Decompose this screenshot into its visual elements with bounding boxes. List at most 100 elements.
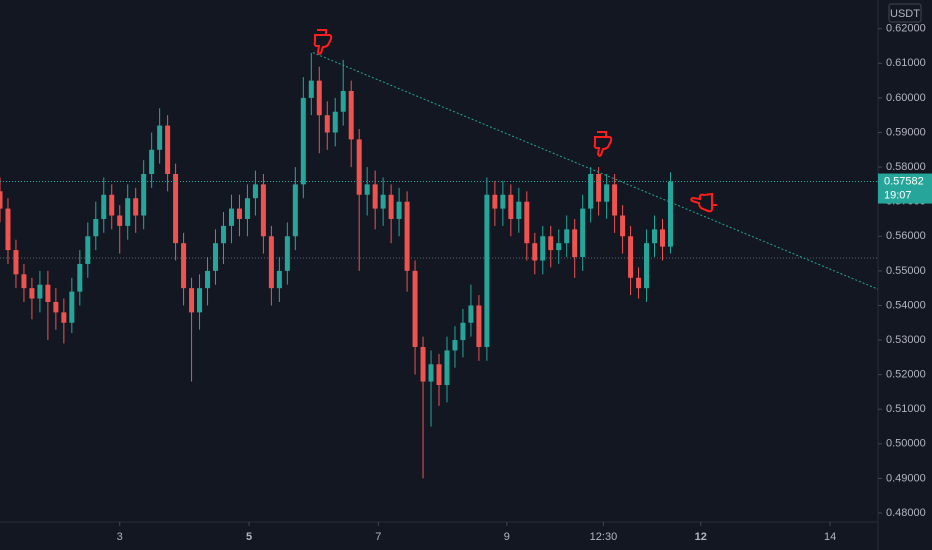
candle-body	[388, 194, 394, 219]
candle-body	[420, 346, 426, 382]
candle-body	[268, 236, 274, 289]
y-tick-label: 0.59000	[886, 126, 926, 138]
currency-label: USDT	[890, 8, 920, 20]
x-tick-label: 5	[246, 531, 252, 543]
candle-body	[117, 215, 123, 226]
candle-body	[548, 236, 554, 251]
candle-body	[205, 270, 211, 289]
candle-body	[5, 208, 11, 251]
x-tick-label: 12:30	[590, 531, 618, 543]
candle-body	[628, 236, 634, 278]
y-tick-label: 0.56000	[886, 230, 926, 242]
candle-body	[93, 218, 99, 237]
candle-body	[540, 236, 546, 261]
candle-body	[85, 236, 91, 264]
candle-body	[612, 184, 618, 216]
countdown-label: 19:07	[884, 189, 912, 201]
candle-body	[157, 125, 163, 150]
candle-body	[332, 111, 338, 133]
candle-body	[173, 174, 179, 244]
candle-body	[77, 263, 83, 292]
candle-body	[396, 201, 402, 219]
candle-body	[364, 184, 370, 195]
candle-body	[37, 284, 43, 299]
candle-body	[636, 277, 642, 289]
candle-body	[69, 291, 75, 323]
candle-body	[348, 90, 354, 140]
candle-body	[284, 236, 290, 271]
x-tick-label: 14	[824, 531, 836, 543]
candle-body	[308, 80, 314, 98]
candle-body	[252, 184, 258, 199]
candle-body	[101, 194, 107, 219]
candle-body	[21, 274, 27, 289]
x-tick-label: 9	[504, 531, 510, 543]
candle-body	[667, 181, 673, 247]
candle-body	[380, 194, 386, 209]
candle-body	[260, 184, 266, 237]
candle-body	[452, 340, 458, 351]
candle-body	[125, 198, 131, 226]
candle-body	[556, 243, 562, 251]
candle-body	[460, 322, 466, 341]
x-tick-label: 7	[375, 531, 381, 543]
y-tick-label: 0.49000	[886, 472, 926, 484]
candle-body	[276, 270, 282, 289]
y-tick-label: 0.62000	[886, 23, 926, 35]
candle-body	[412, 270, 418, 347]
candle-body	[596, 174, 602, 202]
candle-body	[580, 208, 586, 258]
candle-body	[53, 301, 59, 313]
candle-body	[524, 201, 530, 244]
last-price-box	[878, 173, 932, 204]
candle-body	[133, 198, 139, 216]
candle-body	[316, 80, 322, 116]
candle-body	[516, 201, 522, 219]
y-tick-label: 0.55000	[886, 265, 926, 277]
y-tick-label: 0.50000	[886, 438, 926, 450]
candle-body	[228, 208, 234, 226]
candle-body	[652, 229, 658, 244]
last-price-label: 0.57582	[884, 175, 924, 187]
candle-body	[236, 208, 242, 219]
candle-body	[404, 201, 410, 271]
candle-body	[181, 243, 187, 289]
candle-body	[500, 194, 506, 209]
candle-body	[436, 364, 442, 386]
candle-body	[149, 149, 155, 174]
candle-body	[588, 174, 594, 209]
candle-body	[340, 90, 346, 112]
candle-body	[220, 225, 226, 244]
candle-body	[29, 288, 35, 299]
candle-body	[13, 250, 19, 275]
candle-body	[468, 305, 474, 323]
candle-body	[45, 284, 51, 302]
candle-body	[165, 125, 171, 174]
candle-body	[428, 364, 434, 382]
candle-body	[189, 288, 195, 313]
candle-body	[564, 229, 570, 244]
candle-body	[61, 312, 67, 323]
candle-body	[444, 350, 450, 386]
candle-body	[292, 184, 298, 237]
candle-body	[300, 97, 306, 185]
candle-body	[324, 115, 330, 133]
plot-area	[0, 52, 879, 479]
y-tick-label: 0.54000	[886, 299, 926, 311]
y-tick-label: 0.58000	[886, 161, 926, 173]
hand-icons	[313, 29, 717, 213]
currency-box	[888, 3, 922, 23]
y-tick-label: 0.51000	[886, 403, 926, 415]
hand-icon	[690, 192, 717, 213]
y-tick-label: 0.48000	[886, 507, 926, 519]
candle-body	[356, 139, 362, 195]
y-tick-label: 0.52000	[886, 369, 926, 381]
candle-body	[141, 174, 147, 216]
hand-icon	[593, 131, 613, 157]
candle-body	[197, 288, 203, 313]
y-tick-label: 0.61000	[886, 57, 926, 69]
x-tick-label: 3	[117, 531, 123, 543]
candle-body	[484, 194, 490, 347]
